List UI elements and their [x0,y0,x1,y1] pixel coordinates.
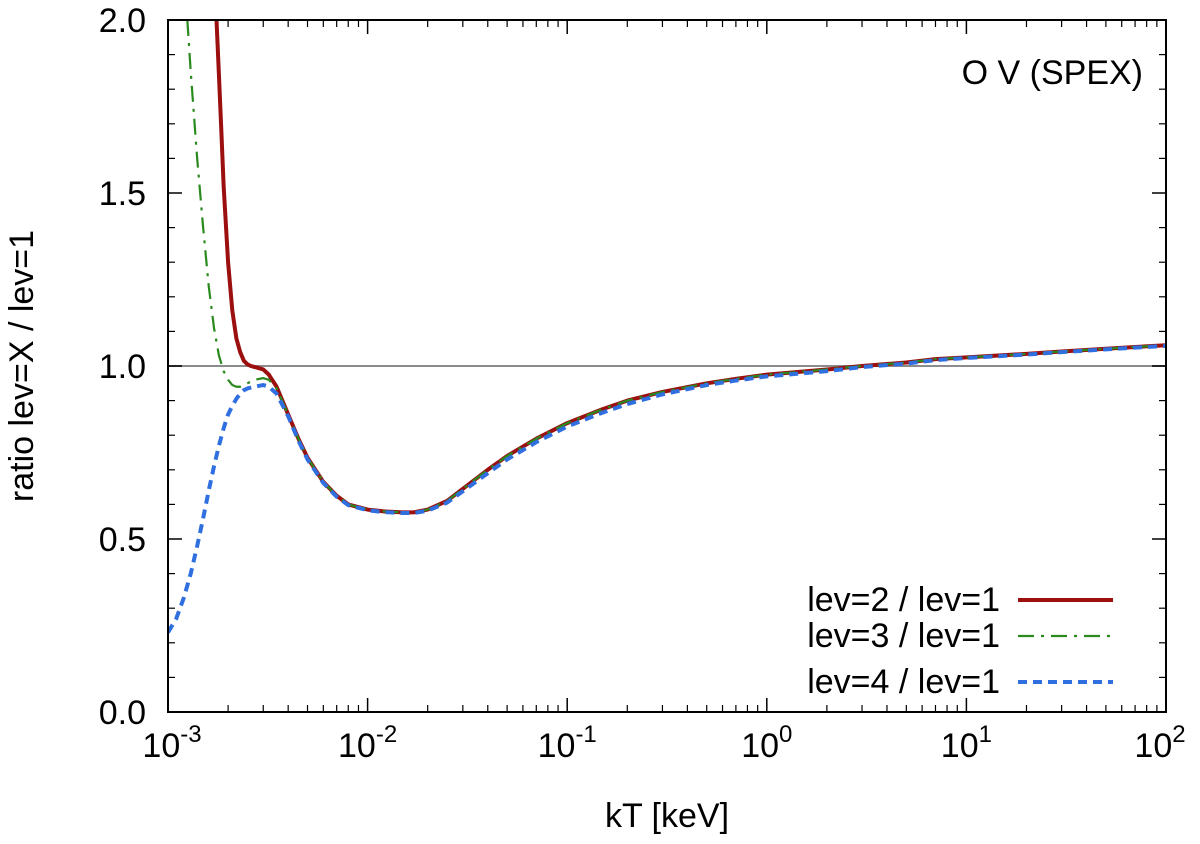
y-tick-label: 1.0 [99,348,146,386]
y-tick-label: 1.5 [99,175,146,213]
x-tick-label: 10-3 [142,721,201,765]
x-tick-labels: 10-3 10-2 10-1 100 101 102 [142,721,1185,765]
y-tick-label: 0.0 [99,694,146,732]
series-line-3 [186,20,1166,514]
x-axis-label: kT [keV] [605,797,729,835]
x-tick-label: 102 [1134,721,1185,765]
series-line-2 [214,20,1166,515]
x-tick-label: 10-1 [538,721,597,765]
legend-label-2: lev=2 / lev=1 [807,581,1000,619]
x-tick-label: 101 [941,721,992,765]
legend-label-3: lev=3 / lev=1 [807,617,1000,655]
ticks-layer [167,19,1167,713]
y-tick-labels: 0.0 0.5 1.0 1.5 2.0 [99,2,146,732]
legend-label-4: lev=4 / lev=1 [807,663,1000,701]
y-axis-label: ratio lev=X / lev=1 [3,230,41,502]
series-line-4 [168,343,1166,634]
x-tick-label: 10-2 [338,721,397,765]
y-tick-label: 0.5 [99,521,146,559]
series-layer [168,20,1166,634]
y-tick-label: 2.0 [99,2,146,40]
chart-annotation: O V (SPEX) [962,54,1143,92]
x-tick-label: 100 [741,721,792,765]
